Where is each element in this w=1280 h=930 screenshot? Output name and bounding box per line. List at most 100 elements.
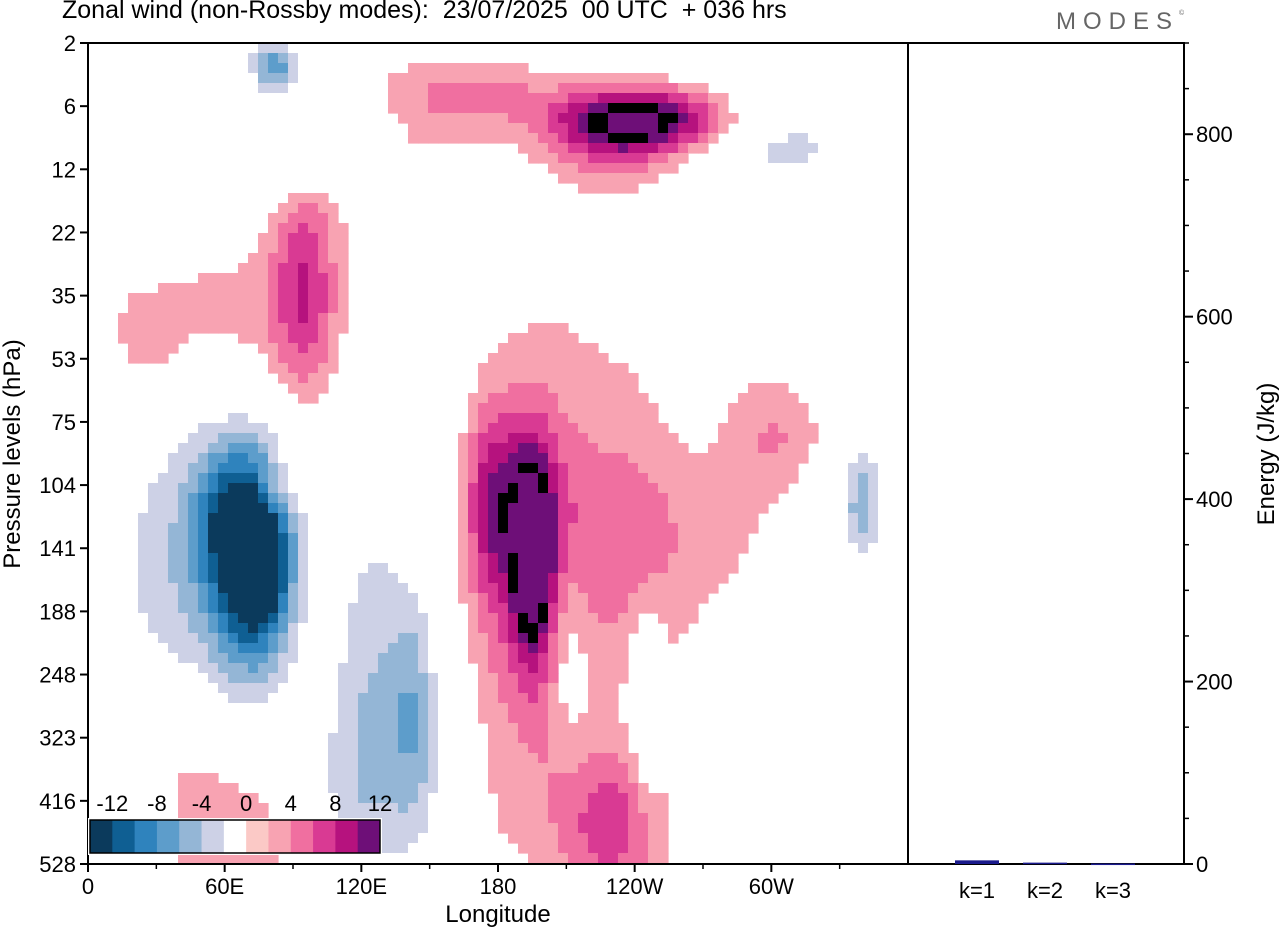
field-cell bbox=[538, 333, 549, 344]
field-cell bbox=[528, 113, 539, 124]
field-cell bbox=[638, 673, 649, 684]
field-cell bbox=[718, 443, 729, 454]
field-cell bbox=[188, 683, 199, 694]
field-cell bbox=[408, 653, 419, 664]
field-cell bbox=[188, 673, 199, 684]
field-cell bbox=[268, 633, 279, 644]
field-cell bbox=[818, 103, 829, 114]
field-cell bbox=[188, 543, 199, 554]
field-cell bbox=[498, 683, 509, 694]
field-cell bbox=[518, 783, 529, 794]
field-cell bbox=[258, 573, 269, 584]
field-cell bbox=[518, 483, 529, 494]
field-cell bbox=[348, 853, 359, 864]
field-cell bbox=[518, 673, 529, 684]
field-cell bbox=[638, 583, 649, 594]
field-cell bbox=[518, 353, 529, 364]
field-cell bbox=[598, 713, 609, 724]
field-cell bbox=[198, 523, 209, 534]
field-cell bbox=[298, 53, 309, 64]
field-cell bbox=[578, 573, 589, 584]
field-cell bbox=[408, 803, 419, 814]
field-cell bbox=[378, 783, 389, 794]
field-cell bbox=[878, 463, 889, 474]
field-cell bbox=[358, 483, 369, 494]
field-cell bbox=[268, 483, 279, 494]
field-cell bbox=[238, 163, 249, 174]
field-cell bbox=[248, 413, 259, 424]
field-cell bbox=[188, 633, 199, 644]
colorbar-label: 0 bbox=[240, 791, 252, 816]
field-cell bbox=[878, 523, 889, 534]
field-cell bbox=[778, 473, 789, 484]
field-cell bbox=[308, 533, 319, 544]
field-cell bbox=[348, 723, 359, 734]
field-cell bbox=[788, 443, 799, 454]
y-tick-label: 12 bbox=[52, 157, 76, 182]
field-cell bbox=[498, 383, 509, 394]
field-cell bbox=[778, 393, 789, 404]
field-cell bbox=[308, 393, 319, 404]
field-cell bbox=[178, 803, 189, 814]
field-cell bbox=[678, 563, 689, 574]
field-cell bbox=[488, 723, 499, 734]
field-cell bbox=[488, 633, 499, 644]
field-cell bbox=[578, 343, 589, 354]
field-cell bbox=[178, 303, 189, 314]
field-cell bbox=[698, 133, 709, 144]
field-cell bbox=[508, 443, 519, 454]
field-cell bbox=[588, 413, 599, 424]
field-cell bbox=[648, 443, 659, 454]
field-cell bbox=[668, 113, 679, 124]
field-cell bbox=[168, 293, 179, 304]
field-cell bbox=[488, 583, 499, 594]
field-cell bbox=[608, 683, 619, 694]
field-cell bbox=[488, 643, 499, 654]
field-cell bbox=[268, 573, 279, 584]
field-cell bbox=[98, 493, 109, 504]
field-cell bbox=[428, 713, 439, 724]
field-cell bbox=[478, 653, 489, 664]
field-cell bbox=[378, 483, 389, 494]
field-cell bbox=[308, 373, 319, 384]
field-cell bbox=[508, 703, 519, 714]
field-cell bbox=[338, 723, 349, 734]
field-cell bbox=[568, 553, 579, 564]
field-cell bbox=[678, 123, 689, 134]
field-cell bbox=[358, 723, 369, 734]
x-tick-label: 0 bbox=[82, 874, 94, 899]
field-cell bbox=[218, 283, 229, 294]
field-cell bbox=[498, 453, 509, 464]
field-cell bbox=[658, 103, 669, 114]
field-cell bbox=[278, 433, 289, 444]
field-cell bbox=[718, 113, 729, 124]
field-cell bbox=[488, 693, 499, 704]
field-cell bbox=[268, 143, 279, 154]
field-cell bbox=[148, 513, 159, 524]
field-cell bbox=[378, 703, 389, 714]
field-cell bbox=[858, 123, 869, 134]
field-cell bbox=[598, 583, 609, 594]
field-cell bbox=[778, 143, 789, 154]
field-cell bbox=[568, 583, 579, 594]
field-cell bbox=[728, 483, 739, 494]
field-cell bbox=[138, 613, 149, 624]
field-cell bbox=[748, 443, 759, 454]
field-cell bbox=[718, 563, 729, 574]
field-cell bbox=[608, 553, 619, 564]
field-cell bbox=[748, 173, 759, 184]
field-cell bbox=[658, 543, 669, 554]
field-cell bbox=[778, 443, 789, 454]
field-cell bbox=[548, 163, 559, 174]
field-cell bbox=[608, 103, 619, 114]
field-cell bbox=[608, 453, 619, 464]
field-cell bbox=[168, 153, 179, 164]
field-cell bbox=[498, 563, 509, 574]
field-cell bbox=[408, 753, 419, 764]
field-cell bbox=[318, 663, 329, 674]
field-cell bbox=[508, 603, 519, 614]
field-cell bbox=[398, 833, 409, 844]
field-cell bbox=[338, 513, 349, 524]
field-cell bbox=[198, 643, 209, 654]
field-cell bbox=[248, 443, 259, 454]
